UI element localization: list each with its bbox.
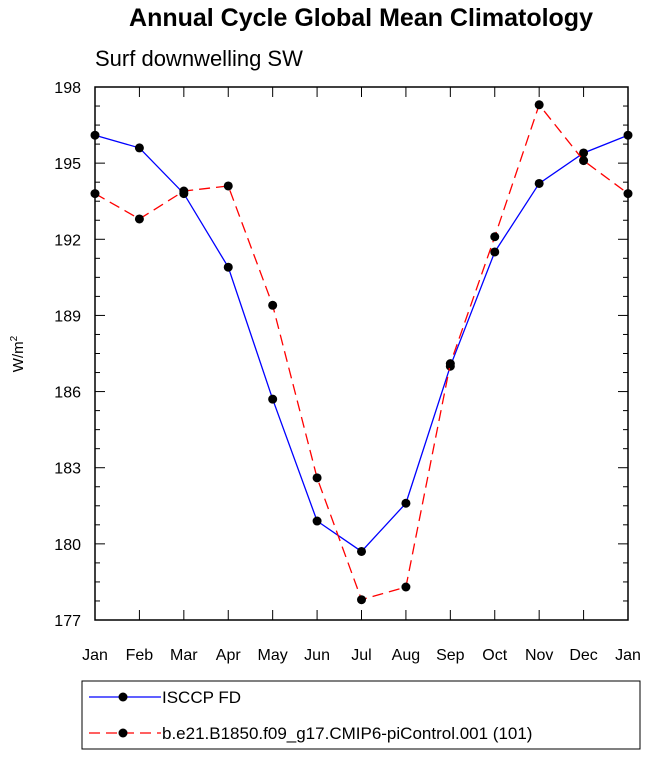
x-tick-label: Jun [304,647,330,664]
data-point [179,186,189,196]
data-point [223,181,233,191]
data-point [623,130,633,140]
data-point [534,178,544,188]
legend-label-1: b.e21.B1850.f09_g17.CMIP6-piControl.001 … [162,724,532,743]
series-line-0 [94,134,629,553]
y-tick-label: 198 [54,80,81,97]
data-point [134,214,144,224]
data-point [134,143,144,153]
legend-marker-0 [118,692,128,702]
x-tick-label: Sep [436,647,465,664]
data-point [223,262,233,272]
y-axis-label-text: W/m [10,341,27,372]
legend-label-0: ISCCP FD [162,688,241,707]
data-point [90,189,100,199]
x-tick-label: Aug [392,647,420,664]
y-tick-label: 177 [54,613,81,630]
y-tick-label: 195 [54,156,81,173]
x-tick-label: Dec [569,647,597,664]
data-point [401,498,411,508]
y-tick-label: 192 [54,232,81,249]
data-point [623,189,633,199]
x-tick-label: Feb [126,647,154,664]
x-tick-label: Oct [482,647,507,664]
data-point [534,100,544,110]
chart-title: Annual Cycle Global Mean Climatology [129,4,593,32]
y-tick-label: 183 [54,461,81,478]
chart-subtitle: Surf downwelling SW [95,46,303,71]
data-point [579,156,589,166]
x-tick-label: Jul [351,647,371,664]
svg-text:W/m2: W/m2 [9,335,27,372]
y-tick-label: 186 [54,385,81,402]
legend-box [81,680,641,750]
legend: ISCCP FD b.e21.B1850.f09_g17.CMIP6-piCont… [81,680,641,750]
data-point [90,130,100,140]
data-point [312,473,322,483]
y-axis-label: W/m2 [9,335,27,372]
data-point [490,247,500,257]
x-tick-label: Mar [170,647,198,664]
x-tick-label: May [258,647,288,664]
series-line-1 [94,103,629,601]
data-point [445,359,455,369]
data-point [401,582,411,592]
data-point [357,595,366,605]
y-tick-label: 189 [54,308,81,325]
x-tick-label: Apr [216,647,242,664]
data-point [579,148,589,158]
data-point [357,546,366,556]
data-point [268,300,278,310]
data-point [268,394,278,404]
x-tick-label: Nov [525,647,553,664]
plot-frame [94,86,629,621]
x-tick-label: Jan [615,647,641,664]
data-point [312,516,322,526]
x-tick-label: Jan [82,647,108,664]
y-tick-label: 180 [54,537,81,554]
data-point [490,232,500,242]
y-axis-label-superscript: 2 [9,335,20,341]
legend-marker-1 [118,728,128,738]
plot-area: 177 180 183 186 189 192 195 198 Jan Feb Mar Apr May J… [54,80,641,664]
